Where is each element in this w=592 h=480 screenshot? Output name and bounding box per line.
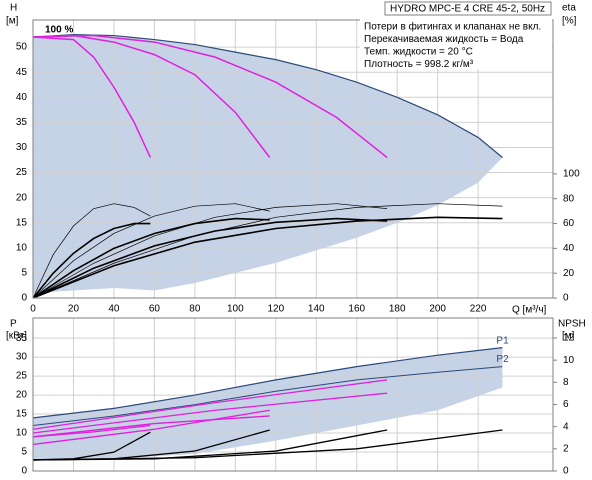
y-tick-label: 35 <box>16 333 28 344</box>
y2-tick-label: 4 <box>563 421 569 432</box>
x-tick-label: 40 <box>108 304 120 315</box>
series-label: P1 <box>496 335 509 346</box>
y2-axis-unit: [м] <box>562 331 575 342</box>
y-tick-label: 10 <box>16 242 28 253</box>
chart-title: HYDRO MPC-E 4 CRE 45-2, 50Hz <box>390 4 545 15</box>
y2-tick-label: 0 <box>563 293 569 304</box>
y-tick-label: 50 <box>16 42 28 53</box>
x-tick-label: 160 <box>348 304 365 315</box>
y-axis-label: P <box>10 319 17 330</box>
y-tick-label: 5 <box>21 268 27 279</box>
y-axis-label: H <box>10 3 17 14</box>
y2-tick-label: 6 <box>563 399 569 410</box>
curve <box>32 217 388 299</box>
plot-frame <box>32 317 554 472</box>
y2-tick-label: 100 <box>563 169 580 180</box>
curve <box>32 392 388 434</box>
series-label: P2 <box>496 354 509 365</box>
x-tick-label: 140 <box>308 304 325 315</box>
y-tick-label: 25 <box>16 371 28 382</box>
note: Потери в фитингах и клапанах не вкл. <box>364 21 541 33</box>
y-tick-label: 20 <box>16 192 28 203</box>
y-axis-unit: [кВт] <box>6 331 27 342</box>
x-tick-label: 220 <box>470 304 487 315</box>
curve <box>32 429 503 461</box>
x-tick-label: 100 <box>227 304 244 315</box>
y-tick-label: 20 <box>16 390 28 401</box>
y2-axis-label: NPSH <box>558 319 586 330</box>
curve <box>32 379 388 430</box>
curve <box>32 36 152 158</box>
note: Плотность = 998.2 кг/м³ <box>364 59 474 70</box>
y-tick-label: 25 <box>16 167 28 178</box>
curve <box>32 203 270 299</box>
y-tick-label: 30 <box>16 352 28 363</box>
y2-tick-label: 0 <box>563 466 569 477</box>
y-tick-label: 0 <box>21 293 27 304</box>
plot-frame <box>32 19 554 299</box>
y2-tick-label: 20 <box>563 268 575 279</box>
y-tick-label: 15 <box>16 409 28 420</box>
curve <box>32 203 151 299</box>
curve <box>32 203 388 299</box>
x-tick-label: 0 <box>30 304 36 315</box>
y2-tick-label: 12 <box>563 333 575 344</box>
curve <box>32 216 503 299</box>
curve <box>32 34 388 159</box>
curve <box>32 366 503 426</box>
y-axis-unit: [м] <box>6 16 19 27</box>
curve <box>32 222 151 299</box>
curve <box>32 415 270 438</box>
y-tick-label: 0 <box>21 466 27 477</box>
area-edge <box>32 33 503 158</box>
note: Темп. жидкости = 20 °C <box>364 47 473 58</box>
x-tick-label: 80 <box>189 304 201 315</box>
x-tick-label: 180 <box>389 304 406 315</box>
operating-area <box>33 34 503 293</box>
y2-tick-label: 2 <box>563 443 569 454</box>
curve <box>32 217 270 299</box>
y2-axis-unit: [%] <box>562 16 577 27</box>
plot: 0 5 10 15 20 25 30 35 40 45 50 0 20 40 60 80 100 0 20 40 60 8… <box>16 19 580 315</box>
area-edge <box>32 347 503 419</box>
y2-axis-label: eta <box>562 3 576 14</box>
y2-tick-label: 60 <box>563 218 575 229</box>
y-tick-label: 40 <box>16 92 28 103</box>
curve <box>32 203 503 299</box>
curve <box>32 409 270 446</box>
y-tick-label: 30 <box>16 142 28 153</box>
y2-tick-label: 80 <box>563 193 575 204</box>
plot: 0 5 10 15 20 25 30 35 0 2 4 6 8 10 12 P1 P2 <box>16 317 575 477</box>
x-tick-label: 20 <box>68 304 80 315</box>
x-axis-label: Q [м³/ч] <box>512 305 547 316</box>
annotation: 100 % <box>45 25 73 36</box>
y2-tick-label: 40 <box>563 243 575 254</box>
y2-tick-label: 8 <box>563 377 569 388</box>
y-tick-label: 10 <box>16 428 28 439</box>
y2-tick-label: 10 <box>563 355 575 366</box>
y-tick-label: 15 <box>16 217 28 228</box>
y-tick-label: 35 <box>16 117 28 128</box>
title-box <box>384 1 552 16</box>
x-tick-label: 200 <box>429 304 446 315</box>
x-tick-label: 120 <box>267 304 284 315</box>
y-tick-label: 45 <box>16 67 28 78</box>
x-tick-label: 60 <box>149 304 161 315</box>
y-tick-label: 5 <box>21 447 27 458</box>
note: Перекачиваемая жидкость = Вода <box>364 34 524 45</box>
notes-background <box>360 19 552 69</box>
